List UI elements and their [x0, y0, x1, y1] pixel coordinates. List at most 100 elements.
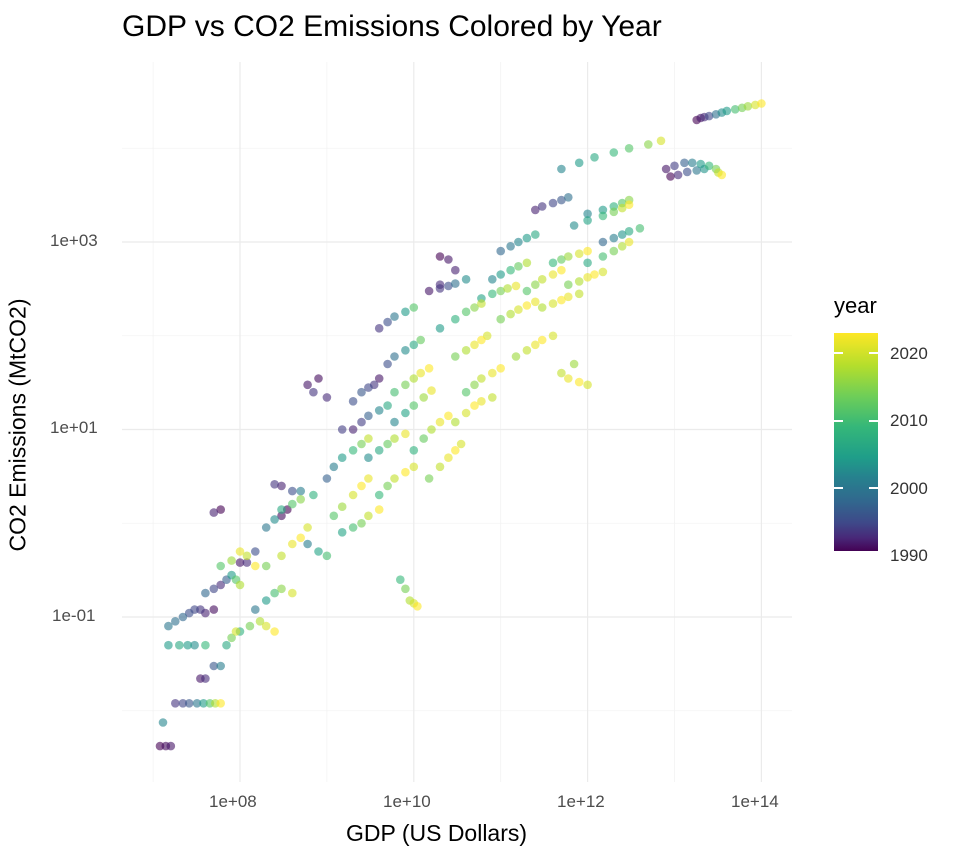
data-point — [617, 242, 627, 251]
data-point — [270, 588, 279, 598]
data-point — [357, 387, 366, 397]
data-point — [164, 640, 173, 650]
data-point — [531, 297, 540, 307]
major-gridlines — [122, 62, 792, 782]
data-point — [598, 267, 608, 277]
x-tick-label: 1e+14 — [731, 792, 779, 811]
data-point — [564, 252, 573, 261]
legend-title: year — [834, 293, 877, 318]
data-point — [427, 386, 436, 395]
data-point — [496, 364, 506, 373]
data-point — [390, 312, 399, 321]
data-point — [364, 383, 373, 392]
data-point — [288, 588, 297, 598]
data-point — [270, 627, 279, 636]
data-point — [409, 462, 419, 472]
data-point — [277, 505, 286, 514]
data-point — [383, 317, 392, 327]
data-point — [401, 467, 410, 477]
data-point — [364, 511, 373, 521]
data-point — [227, 556, 236, 565]
data-point — [557, 255, 566, 264]
data-point — [548, 299, 558, 308]
data-point — [364, 434, 373, 443]
data-point — [216, 505, 225, 514]
data-point — [470, 401, 479, 410]
legend-colorbar — [834, 333, 878, 551]
data-point — [390, 434, 399, 443]
data-point — [590, 270, 599, 279]
data-point — [270, 515, 279, 524]
data-point — [609, 233, 619, 243]
data-point — [348, 490, 358, 500]
data-point — [522, 301, 532, 310]
data-point — [583, 273, 592, 282]
data-point — [409, 303, 419, 312]
data-point — [390, 352, 399, 361]
data-point — [348, 446, 358, 455]
data-point — [635, 224, 645, 233]
data-point — [461, 346, 471, 355]
data-point — [364, 474, 373, 483]
data-point — [574, 377, 584, 387]
data-point — [374, 490, 384, 500]
data-point — [419, 393, 429, 402]
data-point — [757, 99, 766, 108]
data-point — [574, 249, 584, 258]
data-point — [277, 551, 286, 561]
data-point — [598, 252, 608, 261]
data-point — [435, 252, 445, 261]
data-point — [409, 340, 419, 350]
data-point — [435, 417, 445, 427]
data-point — [488, 393, 497, 402]
data-point — [255, 617, 265, 626]
data-point — [531, 340, 540, 350]
data-point — [451, 279, 460, 288]
data-point — [503, 284, 512, 293]
data-point — [557, 195, 566, 205]
data-point — [696, 159, 705, 169]
data-point — [537, 303, 547, 312]
data-point — [396, 575, 405, 584]
data-point — [461, 387, 471, 397]
legend-tick-label: 2010 — [890, 411, 928, 430]
data-point — [209, 605, 219, 614]
data-point — [444, 281, 453, 291]
data-point — [564, 292, 573, 302]
data-point — [374, 324, 384, 333]
data-point — [537, 202, 547, 211]
data-point — [383, 481, 392, 491]
data-point — [171, 617, 180, 626]
legend-tick-label: 2020 — [890, 344, 928, 363]
data-point — [496, 314, 506, 324]
data-point — [531, 205, 540, 215]
data-point — [383, 401, 392, 410]
y-tick-label: 1e+01 — [50, 418, 98, 437]
data-point — [477, 397, 486, 406]
data-point — [383, 439, 392, 449]
data-point — [522, 346, 532, 355]
data-point — [624, 227, 634, 236]
data-point — [357, 417, 366, 427]
data-point — [288, 499, 297, 509]
data-point — [583, 380, 592, 390]
data-point — [506, 309, 515, 319]
data-point — [184, 699, 194, 708]
data-point — [171, 699, 180, 708]
data-point — [598, 237, 608, 247]
data-point — [548, 198, 558, 208]
data-point — [261, 561, 271, 571]
data-point — [624, 200, 634, 209]
data-point — [216, 661, 225, 671]
data-point — [590, 153, 599, 162]
data-point — [670, 161, 679, 171]
data-point — [235, 580, 245, 590]
data-point — [557, 368, 566, 378]
data-point — [178, 699, 188, 708]
data-point — [401, 584, 410, 594]
data-point — [409, 374, 419, 383]
legend-tick-label: 2000 — [890, 479, 928, 498]
data-point — [435, 284, 445, 293]
